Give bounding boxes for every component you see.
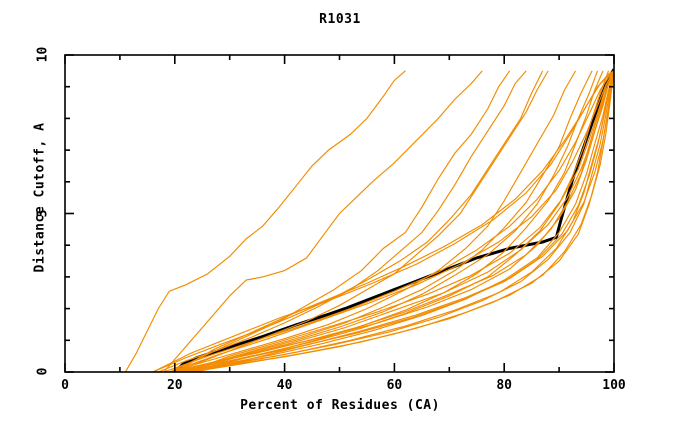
x-tick-label-60: 60 bbox=[386, 378, 403, 393]
curve-pred-20 bbox=[191, 70, 614, 372]
curve-pred-07 bbox=[169, 70, 577, 372]
curve-pred-17 bbox=[174, 70, 614, 372]
curve-pred-19 bbox=[182, 70, 614, 372]
curve-pred-13 bbox=[180, 70, 614, 372]
curve-pred-08 bbox=[180, 70, 593, 372]
y-tick-label-0: 0 bbox=[35, 367, 51, 376]
curve-pred-02 bbox=[163, 70, 483, 372]
curve-pred-14 bbox=[174, 70, 614, 372]
curve-pred-12 bbox=[171, 70, 614, 372]
curve-pred-11 bbox=[177, 70, 610, 372]
curve-pred-10 bbox=[185, 70, 604, 372]
curve-pred-22 bbox=[169, 70, 614, 372]
curve-pred-09 bbox=[174, 70, 599, 372]
y-tick-label-5: 5 bbox=[35, 209, 51, 217]
curve-reference bbox=[173, 68, 614, 372]
curve-pred-24 bbox=[196, 70, 614, 372]
chart-title: R1031 bbox=[319, 12, 361, 27]
x-tick-label-80: 80 bbox=[496, 378, 513, 393]
curve-pred-23 bbox=[185, 70, 614, 372]
x-axis-label: Percent of Residues (CA) bbox=[240, 398, 440, 413]
x-tick-label-40: 40 bbox=[276, 378, 293, 393]
curve-pred-26 bbox=[152, 70, 614, 372]
curve-pred-18 bbox=[163, 70, 614, 372]
curve-pred-21 bbox=[174, 70, 614, 372]
curve-pred-04 bbox=[158, 70, 527, 372]
curve-pred-01 bbox=[124, 70, 406, 372]
x-tick-label-0: 0 bbox=[61, 378, 69, 393]
y-tick-label-10: 10 bbox=[35, 46, 51, 63]
curve-pred-03 bbox=[169, 70, 511, 372]
curve-pred-25 bbox=[174, 70, 614, 372]
x-tick-label-100: 100 bbox=[602, 378, 626, 393]
x-tick-label-20: 20 bbox=[166, 378, 183, 393]
curve-pred-06 bbox=[152, 70, 544, 372]
